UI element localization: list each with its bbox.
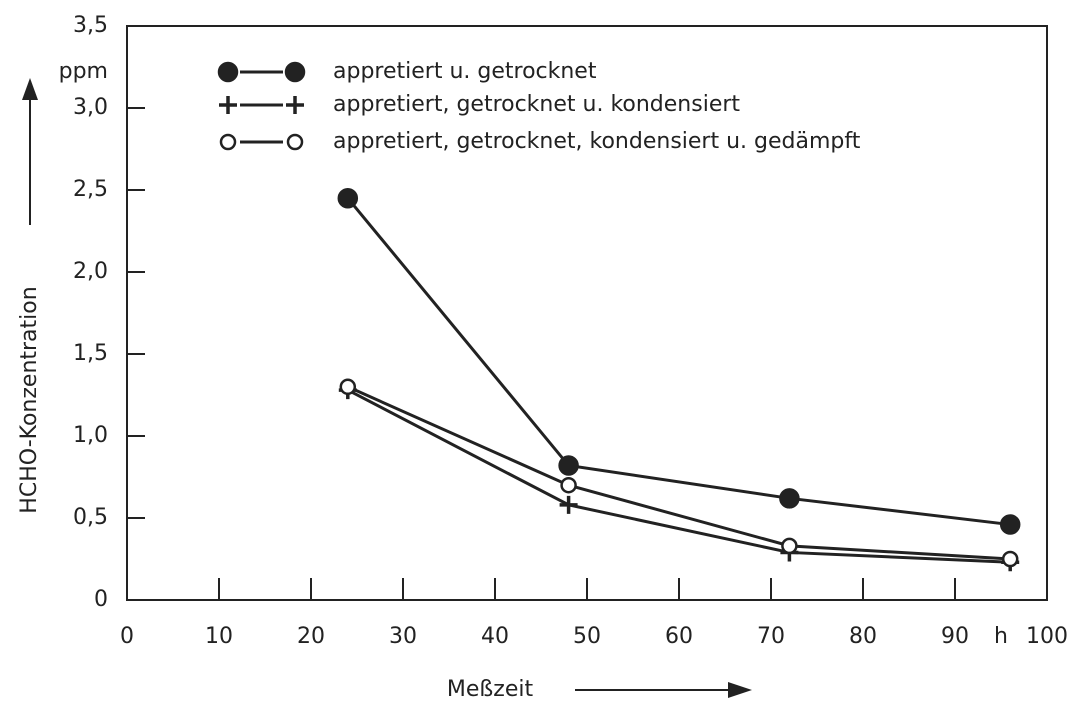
- marker: [217, 61, 239, 83]
- y-tick-label: 2,5: [73, 177, 108, 202]
- y-tick-label: 2,0: [73, 259, 108, 284]
- y-arrow-head: [22, 78, 38, 100]
- marker: [219, 96, 237, 114]
- marker: [559, 495, 578, 514]
- x-tick-label: 60: [665, 624, 693, 649]
- series-line: [346, 197, 1011, 527]
- marker: [219, 133, 237, 151]
- marker: [286, 133, 304, 151]
- y-tick-label: 0: [94, 587, 108, 612]
- y-tick-label: 3,5: [73, 13, 108, 38]
- y-tick-label: 1,5: [73, 341, 108, 366]
- x-tick-label: 0: [120, 624, 134, 649]
- x-tick-label: 90: [941, 624, 969, 649]
- legend-label: appretiert, getrocknet, kondensiert u. g…: [333, 129, 861, 154]
- x-unit: h: [994, 624, 1008, 649]
- legend-label: appretiert, getrocknet u. kondensiert: [333, 92, 740, 117]
- legend-label: appretiert u. getrocknet: [333, 59, 597, 84]
- x-tick-label: 50: [573, 624, 601, 649]
- y-tick-label: 3,0: [73, 95, 108, 120]
- x-tick-label: 40: [481, 624, 509, 649]
- x-tick-label: 80: [849, 624, 877, 649]
- x-tick-label: 30: [389, 624, 417, 649]
- x-axis-label: Meßzeit: [447, 677, 534, 702]
- series-line: [347, 388, 1011, 564]
- marker: [558, 455, 579, 476]
- marker: [560, 476, 577, 494]
- marker: [339, 378, 357, 396]
- x-tick-label: 10: [205, 624, 233, 649]
- marker: [337, 187, 359, 209]
- x-tick-label: 100: [1026, 624, 1068, 649]
- marker: [781, 537, 798, 555]
- marker: [779, 488, 800, 509]
- x-tick-label: 20: [297, 624, 325, 649]
- x-tick-label: 70: [757, 624, 785, 649]
- marker: [286, 96, 304, 114]
- series-line: [347, 385, 1011, 561]
- marker: [999, 514, 1021, 535]
- x-arrow-head: [728, 682, 752, 698]
- y-tick-label: 1,0: [73, 423, 108, 448]
- y-axis-label: HCHO-Konzentration: [17, 286, 42, 513]
- y-unit: ppm: [59, 59, 108, 84]
- marker: [284, 61, 306, 83]
- marker: [1001, 550, 1019, 568]
- y-tick-label: 0,5: [73, 505, 108, 530]
